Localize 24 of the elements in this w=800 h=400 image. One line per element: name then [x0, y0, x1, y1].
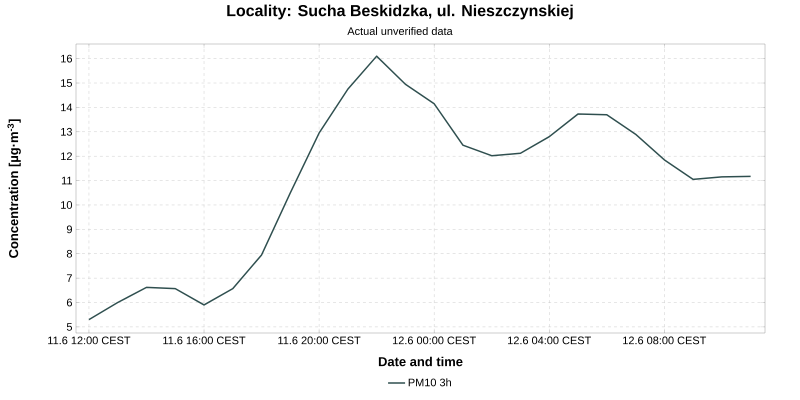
y-tick-label: 6: [66, 298, 72, 306]
x-tick-label: 12.6 08:00 CEST: [623, 336, 706, 344]
y-tick-label: 11: [62, 176, 72, 184]
y-tick-label: 8: [66, 250, 72, 258]
chart-title: Locality: Sucha Beskidzka, ul. Nieszczynskiej: [227, 4, 573, 20]
y-tick-label: 10: [61, 201, 72, 209]
y-tick-label: 15: [61, 79, 72, 87]
y-tick-label: 12: [61, 152, 72, 160]
y-axis-title: Concentration [µg·m$^{-3}$]: [7, 119, 21, 258]
x-tick-label: 11.6 12:00 CEST: [48, 336, 130, 344]
x-tick-label: 11.6 16:00 CEST: [163, 336, 246, 344]
x-tick-label: 12.6 00:00 CEST: [392, 336, 476, 344]
y-tick-label: 5: [66, 323, 72, 331]
y-tick-label: 9: [66, 225, 72, 234]
y-tick-label: 7: [66, 274, 72, 282]
x-axis-title: Date and time: [378, 356, 463, 366]
x-tick-label: 11.6 20:00 CEST: [278, 336, 360, 344]
line-series: [88, 55, 752, 320]
legend-label: PM10 3h: [408, 378, 451, 386]
y-tick-label: 16: [61, 54, 72, 63]
x-tick-label: 12.6 04:00 CEST: [508, 336, 592, 344]
y-tick-label: 13: [61, 128, 72, 136]
y-tick-label: 14: [61, 104, 72, 112]
chart-subtitle: Actual unverified data: [347, 26, 453, 36]
